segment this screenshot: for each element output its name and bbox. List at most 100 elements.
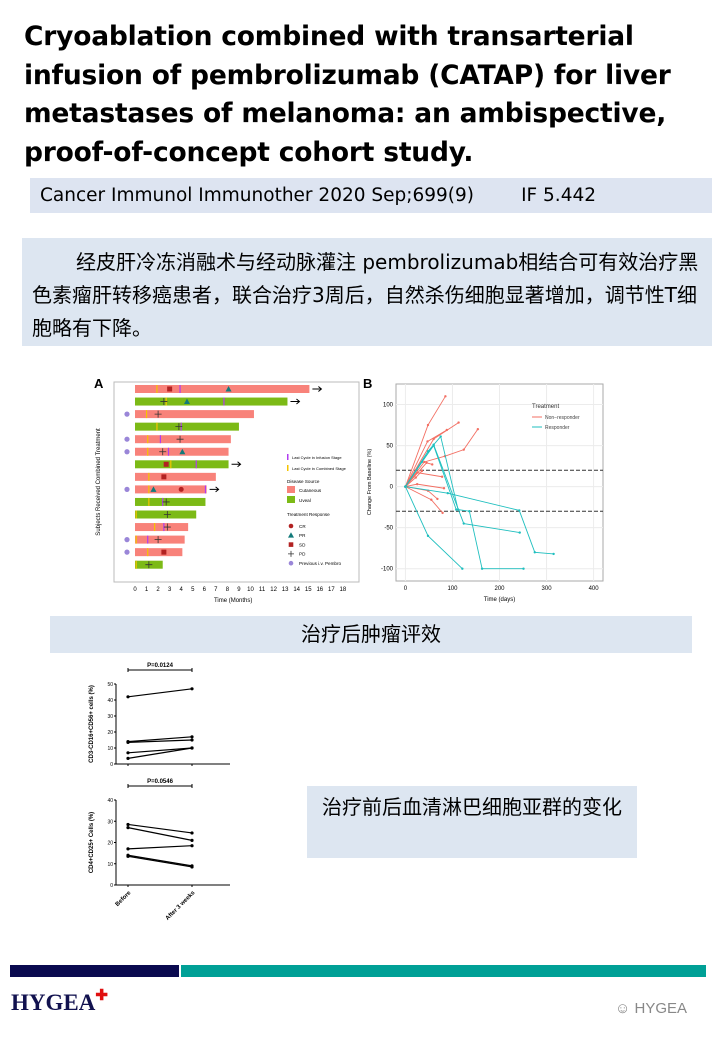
legend-combined: Last Cycle in Combined Stage — [292, 466, 347, 471]
pair-line — [127, 854, 193, 867]
paper-title: Cryoablation combined with transarterial… — [24, 21, 671, 168]
data-point — [432, 437, 435, 441]
bar — [135, 385, 310, 393]
y-tick-label: 30 — [107, 819, 113, 825]
infusion-marker — [195, 460, 197, 469]
bar — [135, 422, 239, 431]
x-tick-label: 8 — [226, 587, 230, 593]
sd-marker — [163, 461, 169, 467]
data-point — [126, 740, 130, 744]
x-tick-label: 18 — [340, 587, 347, 593]
legend-title: Treatment — [532, 404, 559, 410]
infusion-marker — [159, 435, 162, 444]
legend-cut-swatch — [287, 486, 295, 493]
data-point — [190, 738, 194, 742]
combined-marker — [145, 410, 148, 419]
y-tick-label: 20 — [107, 841, 113, 847]
red-cross-icon: ✚ — [95, 988, 108, 1004]
pair-line — [127, 845, 193, 850]
pr-marker — [179, 448, 186, 455]
data-point — [126, 822, 130, 827]
pair-line — [127, 736, 193, 743]
prev-pembro-marker — [124, 436, 130, 442]
pair-line — [127, 823, 193, 834]
data-point — [533, 551, 536, 554]
data-point — [126, 756, 130, 760]
x-tick-label: 11 — [259, 587, 266, 593]
x-tick-label: 3 — [168, 587, 172, 593]
data-point — [441, 511, 444, 515]
sd-marker — [167, 386, 173, 392]
data-point — [462, 448, 465, 451]
panel-label: A — [94, 376, 104, 391]
data-point — [436, 497, 439, 501]
data-point — [126, 854, 130, 858]
data-point — [415, 482, 419, 486]
pd-marker — [162, 498, 170, 506]
legend-entry: Non−responder — [545, 415, 580, 421]
x-tick-label: 2 — [156, 587, 160, 593]
legend-infusion: Last Cycle in Infusion Stage — [292, 455, 342, 460]
x-tick-label: 14 — [293, 587, 300, 593]
y-tick-label: 0 — [110, 883, 113, 889]
data-point — [420, 469, 424, 473]
combined-marker — [147, 548, 149, 557]
sd-marker — [161, 549, 167, 555]
watermark: ☺ HYGEA — [615, 1000, 687, 1017]
x-tick-label: 13 — [282, 587, 289, 593]
data-point — [126, 826, 130, 830]
x-tick-label: 12 — [270, 587, 277, 593]
prev-pembro-marker — [124, 486, 130, 492]
y-tick-label: -50 — [384, 526, 393, 532]
combined-marker — [135, 535, 137, 544]
data-point — [432, 444, 435, 447]
journal: Cancer Immunol Immunother 2020 Sep;699(9… — [40, 185, 475, 206]
data-point — [190, 687, 194, 691]
prev-pembro-marker — [124, 537, 130, 543]
infusion-marker — [147, 535, 149, 544]
bar — [135, 485, 207, 494]
x-tick-label: 200 — [494, 586, 505, 592]
wechat-icon: ☺ — [615, 1000, 635, 1017]
impact-factor: IF 5.442 — [521, 185, 597, 206]
data-point — [444, 395, 447, 398]
infusion-marker — [223, 397, 225, 406]
footer-bar-teal — [181, 965, 706, 977]
data-point — [468, 510, 471, 513]
watermark-text: HYGEA — [634, 1000, 687, 1017]
hygea-logo: HYGEA✚ — [11, 988, 108, 1016]
combined-marker — [148, 497, 150, 506]
y-tick-label: 50 — [107, 682, 113, 688]
x-tick-label: 300 — [542, 586, 553, 592]
legend-sd-icon — [288, 542, 294, 547]
x-tick-label: 4 — [180, 587, 184, 593]
y-tick-label: 40 — [107, 698, 113, 704]
y-tick-label: 50 — [386, 444, 393, 450]
pd-marker — [163, 523, 171, 531]
y-tick-label: 0 — [110, 762, 113, 768]
data-point — [480, 567, 484, 570]
combined-marker — [148, 485, 150, 494]
data-point — [190, 844, 194, 848]
data-point — [461, 567, 464, 570]
legend-combined-swatch — [287, 465, 289, 471]
y-tick-label: 40 — [107, 798, 113, 804]
sd-marker — [161, 474, 167, 480]
lymph-caption: 治疗前后血清淋巴细胞亚群的变化 — [307, 786, 637, 858]
y-tick-label: 100 — [383, 403, 394, 409]
pair-line — [127, 827, 193, 841]
prev-pembro-marker — [124, 549, 130, 555]
legend-uv-swatch — [287, 496, 295, 503]
x-tick-label: 10 — [247, 587, 254, 593]
data-point — [518, 531, 521, 534]
prev-pembro-marker — [124, 411, 130, 417]
x-axis-label: Time (Months) — [214, 598, 252, 604]
pd-marker — [175, 423, 183, 431]
data-point — [126, 847, 130, 851]
cr-marker — [178, 486, 184, 492]
x-axis-label: Time (days) — [484, 597, 515, 603]
x-tick-label: 0 — [133, 587, 137, 593]
data-point — [126, 751, 130, 755]
legend-sd: SD — [299, 542, 306, 547]
